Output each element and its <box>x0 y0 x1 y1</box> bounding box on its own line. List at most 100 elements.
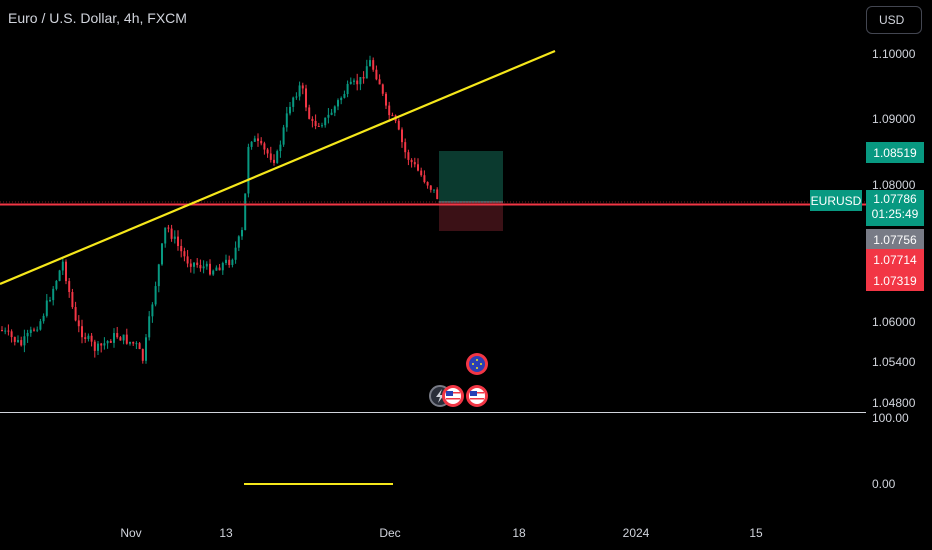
candle-body <box>129 341 131 344</box>
candle-body <box>247 146 250 194</box>
candle-body <box>58 270 61 281</box>
candle-body <box>205 263 208 267</box>
candle-body <box>55 280 58 289</box>
candle-body <box>225 259 227 263</box>
candle-body <box>4 330 7 332</box>
candle-body <box>324 117 327 126</box>
candle-body <box>42 315 45 322</box>
candle-body <box>33 329 35 331</box>
candle-body <box>282 127 285 145</box>
symbol-title[interactable]: Euro / U.S. Dollar, 4h, FXCM <box>8 10 187 26</box>
time-tick: 18 <box>512 526 526 540</box>
candle-body <box>17 340 19 342</box>
candle-body <box>362 77 365 79</box>
candle-body <box>157 264 160 287</box>
candle-body <box>404 142 407 153</box>
candle-body <box>298 85 301 97</box>
candle-body <box>84 337 87 339</box>
candle-body <box>170 228 173 239</box>
time-tick: 13 <box>219 526 233 540</box>
candle-body <box>273 159 275 163</box>
candle-body <box>250 141 253 147</box>
candle-body <box>330 112 333 115</box>
target-price-tag: 1.08519 <box>866 142 924 163</box>
candle-body <box>295 96 298 98</box>
candle-body <box>180 245 183 252</box>
candle-body <box>145 337 147 361</box>
candle-body <box>113 333 115 343</box>
trendline[interactable] <box>0 49 556 286</box>
candle-body <box>359 77 362 85</box>
candle-body <box>74 307 77 321</box>
candle-body <box>260 140 263 144</box>
candle-body <box>199 265 202 269</box>
loss-zone[interactable] <box>439 202 503 231</box>
candle-body <box>433 189 435 191</box>
candle-body <box>321 125 323 127</box>
candle-body <box>349 81 352 84</box>
candle-body <box>183 251 186 257</box>
candle-body <box>193 262 195 267</box>
candle-body <box>148 316 151 338</box>
candle-body <box>353 80 355 82</box>
candle-body <box>266 149 269 154</box>
candle-body <box>215 267 218 271</box>
candle-body <box>276 151 279 163</box>
candle-body <box>244 193 247 231</box>
candle-body <box>436 189 439 200</box>
currency-button[interactable]: USD <box>866 6 922 34</box>
candle-body <box>417 164 419 171</box>
candle-body <box>292 97 295 107</box>
candle-body <box>1 330 3 331</box>
candle-body <box>103 343 106 346</box>
candle-body <box>314 120 317 127</box>
profit-zone[interactable] <box>439 151 503 202</box>
candle-body <box>289 106 291 114</box>
candle-body <box>407 152 410 160</box>
candle-body <box>263 143 266 150</box>
candle-body <box>61 261 64 271</box>
bar-countdown: 01:25:49 <box>871 207 919 221</box>
candle-body <box>378 79 381 85</box>
candlestick-series <box>1 55 442 364</box>
candle-body <box>87 335 90 339</box>
price-tick: 1.10000 <box>872 47 916 61</box>
candle-body <box>301 85 304 89</box>
candle-body <box>196 262 199 266</box>
candle-body <box>343 94 346 98</box>
time-tick: 2024 <box>622 526 650 540</box>
candle-body <box>125 334 128 344</box>
candle-body <box>45 300 48 316</box>
candle-body <box>423 175 426 183</box>
candle-body <box>154 286 157 305</box>
stop-price-tag: 1.07319 <box>866 270 924 291</box>
candle-body <box>65 261 67 282</box>
candle-body <box>426 182 429 186</box>
candle-body <box>410 159 413 163</box>
candle-body <box>20 340 23 346</box>
indicator-tick: 0.00 <box>872 477 896 491</box>
candle-body <box>173 236 176 239</box>
candle-body <box>10 331 13 338</box>
candle-body <box>346 83 349 95</box>
candle-body <box>119 337 122 341</box>
candle-body <box>369 60 371 67</box>
candle-body <box>141 349 144 361</box>
eu-flag-icon[interactable] <box>466 353 488 375</box>
candle-body <box>337 100 339 107</box>
current-price-tag: 1.07786 01:25:49 <box>866 190 924 226</box>
symbol-tag: EURUSD <box>810 190 862 211</box>
candle-body <box>77 320 80 327</box>
candle-body <box>26 332 29 337</box>
candle-body <box>177 236 179 246</box>
candle-body <box>381 84 384 94</box>
us-flag-icon[interactable] <box>442 385 464 407</box>
us-flag-icon[interactable] <box>466 385 488 407</box>
candle-body <box>257 138 259 141</box>
candle-body <box>209 263 211 275</box>
candle-body <box>167 227 170 229</box>
candle-body <box>429 185 432 190</box>
candle-body <box>189 263 192 267</box>
price-tick: 1.09000 <box>872 112 916 126</box>
